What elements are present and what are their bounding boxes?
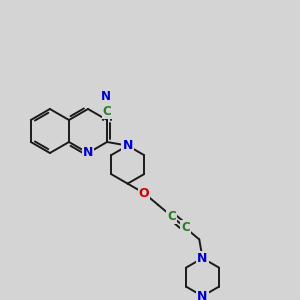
Text: N: N [122, 139, 133, 152]
Text: C: C [181, 221, 190, 234]
Text: N: N [83, 146, 93, 160]
Text: N: N [197, 252, 208, 265]
Text: N: N [197, 290, 208, 300]
Text: N: N [101, 91, 111, 103]
Text: O: O [139, 187, 149, 200]
Text: C: C [103, 105, 111, 118]
Text: C: C [167, 210, 176, 223]
